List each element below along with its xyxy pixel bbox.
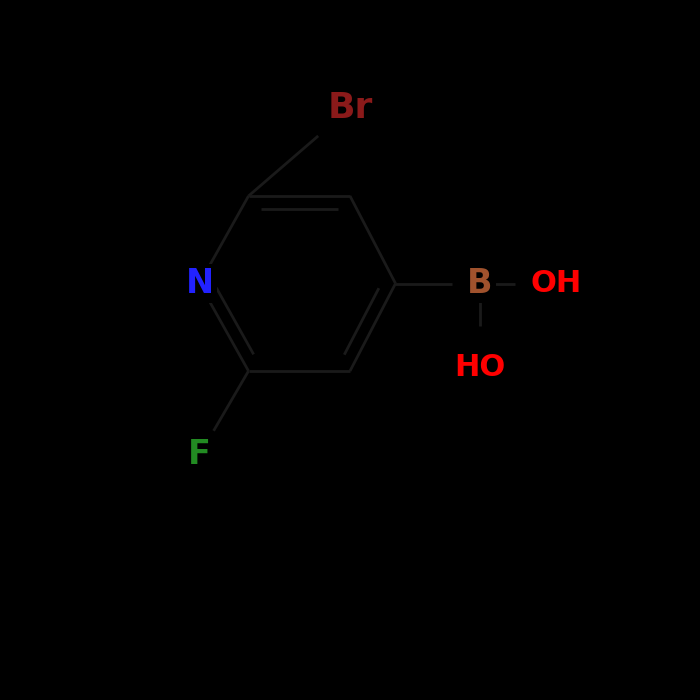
Text: OH: OH bbox=[531, 269, 582, 298]
Text: N: N bbox=[186, 267, 214, 300]
Text: F: F bbox=[188, 438, 211, 472]
Text: HO: HO bbox=[454, 353, 505, 382]
Text: Br: Br bbox=[328, 92, 372, 125]
Text: B: B bbox=[467, 267, 492, 300]
